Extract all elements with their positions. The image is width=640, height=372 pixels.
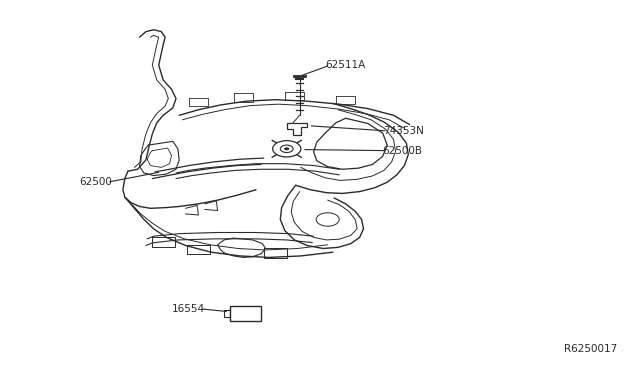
- Text: 16554: 16554: [172, 304, 205, 314]
- Polygon shape: [287, 123, 307, 135]
- Circle shape: [284, 147, 289, 150]
- Text: 62511A: 62511A: [325, 60, 365, 70]
- Text: 62500B: 62500B: [383, 146, 422, 155]
- Polygon shape: [230, 306, 261, 321]
- Text: R6250017: R6250017: [564, 344, 618, 354]
- Text: 62500: 62500: [79, 177, 112, 187]
- Text: 74353N: 74353N: [383, 126, 424, 136]
- Circle shape: [273, 141, 301, 157]
